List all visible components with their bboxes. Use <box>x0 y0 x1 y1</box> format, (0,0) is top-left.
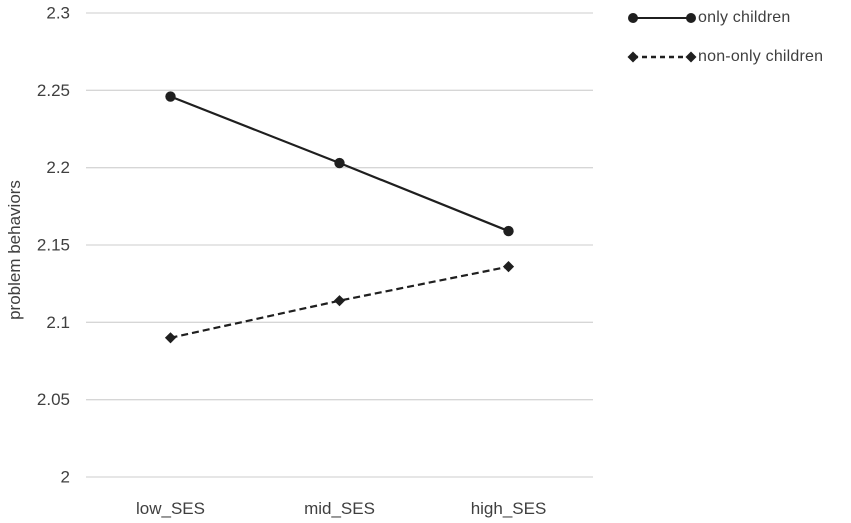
y-tick-label: 2 <box>61 468 70 487</box>
data-point-non-only-children <box>502 261 515 273</box>
y-tick-label: 2.05 <box>37 390 70 409</box>
y-tick-label: 2.2 <box>46 158 70 177</box>
data-point-non-only-children <box>333 295 346 307</box>
legend-item-only-children: only children <box>626 6 823 30</box>
legend: only children non-only children <box>626 6 823 69</box>
x-axis-label: low_SES <box>136 499 205 518</box>
data-point-only-children <box>334 157 345 169</box>
data-point-only-children <box>503 225 514 237</box>
y-tick-label: 2.3 <box>46 4 70 23</box>
data-point-only-children <box>165 91 176 102</box>
legend-label-non-only-children: non-only children <box>698 48 824 65</box>
series-line-non-only-children <box>170 265 509 339</box>
y-tick-label: 2.1 <box>46 313 70 332</box>
y-tick-label: 2.25 <box>37 81 70 100</box>
x-axis-label: high_SES <box>471 499 547 518</box>
x-axis-label: mid_SES <box>304 499 375 518</box>
solid-line-circle-marker-icon <box>628 13 696 23</box>
y-tick-label: 2.15 <box>37 236 70 255</box>
dashed-line-diamond-marker-icon <box>627 51 697 63</box>
data-point-non-only-children <box>164 332 177 344</box>
legend-label-only-children: only children <box>698 9 791 26</box>
y-axis-title: problem behaviors <box>5 180 24 320</box>
legend-item-non-only-children: non-only children <box>626 45 823 69</box>
